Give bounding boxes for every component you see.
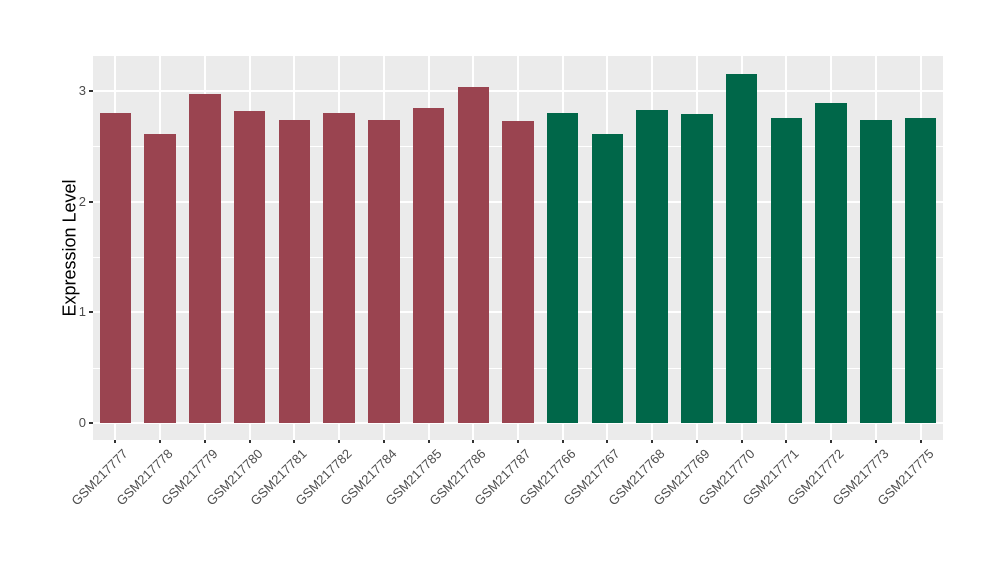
x-axis-tick bbox=[695, 440, 698, 443]
y-axis-tick bbox=[89, 89, 93, 92]
plot-panel bbox=[93, 56, 943, 440]
bar-GSM217781 bbox=[278, 119, 311, 423]
x-axis-tick bbox=[740, 440, 743, 443]
bar-GSM217785 bbox=[412, 107, 445, 423]
y-axis-tick bbox=[89, 200, 93, 203]
bar-GSM217777 bbox=[99, 113, 132, 423]
bar-GSM217772 bbox=[815, 103, 847, 423]
y-axis-tick-label: 2 bbox=[78, 193, 86, 209]
bar-GSM217769 bbox=[681, 114, 713, 423]
y-axis-tick bbox=[89, 311, 93, 314]
x-axis-tick bbox=[561, 440, 564, 443]
y-axis-tick-label: 1 bbox=[78, 304, 86, 320]
bar-GSM217771 bbox=[770, 117, 803, 423]
x-axis-tick bbox=[159, 440, 162, 443]
bar-GSM217787 bbox=[502, 120, 534, 423]
x-axis-tick bbox=[830, 440, 833, 443]
bar-GSM217780 bbox=[233, 110, 266, 423]
x-axis-tick bbox=[874, 440, 877, 443]
bar-GSM217784 bbox=[368, 119, 400, 423]
x-axis-tick bbox=[427, 440, 430, 443]
x-axis-tick bbox=[382, 440, 385, 443]
bar-GSM217768 bbox=[636, 109, 668, 423]
x-axis-tick bbox=[785, 440, 788, 443]
x-axis-tick bbox=[203, 440, 206, 443]
x-axis-tick bbox=[338, 440, 341, 443]
bar-GSM217782 bbox=[323, 113, 355, 423]
y-axis-tick-label: 0 bbox=[78, 415, 86, 430]
x-axis-tick bbox=[919, 440, 922, 443]
y-axis-tick-label: 3 bbox=[78, 82, 86, 98]
bar-GSM217786 bbox=[457, 86, 489, 423]
bar-GSM217773 bbox=[860, 119, 892, 423]
y-axis-tick bbox=[89, 422, 93, 424]
x-axis-tick bbox=[293, 440, 296, 443]
bar-GSM217770 bbox=[725, 74, 758, 423]
bar-GSM217767 bbox=[591, 134, 624, 423]
bar-GSM217779 bbox=[189, 94, 221, 423]
bar-GSM217778 bbox=[144, 134, 176, 423]
x-axis-tick bbox=[517, 440, 519, 443]
bar-GSM217775 bbox=[904, 117, 937, 423]
x-axis-tick bbox=[114, 440, 117, 443]
x-axis-tick bbox=[651, 440, 654, 443]
x-axis-tick bbox=[606, 440, 609, 443]
bar-GSM217766 bbox=[546, 113, 579, 423]
x-axis-tick bbox=[472, 440, 475, 443]
x-axis-tick bbox=[248, 440, 251, 443]
